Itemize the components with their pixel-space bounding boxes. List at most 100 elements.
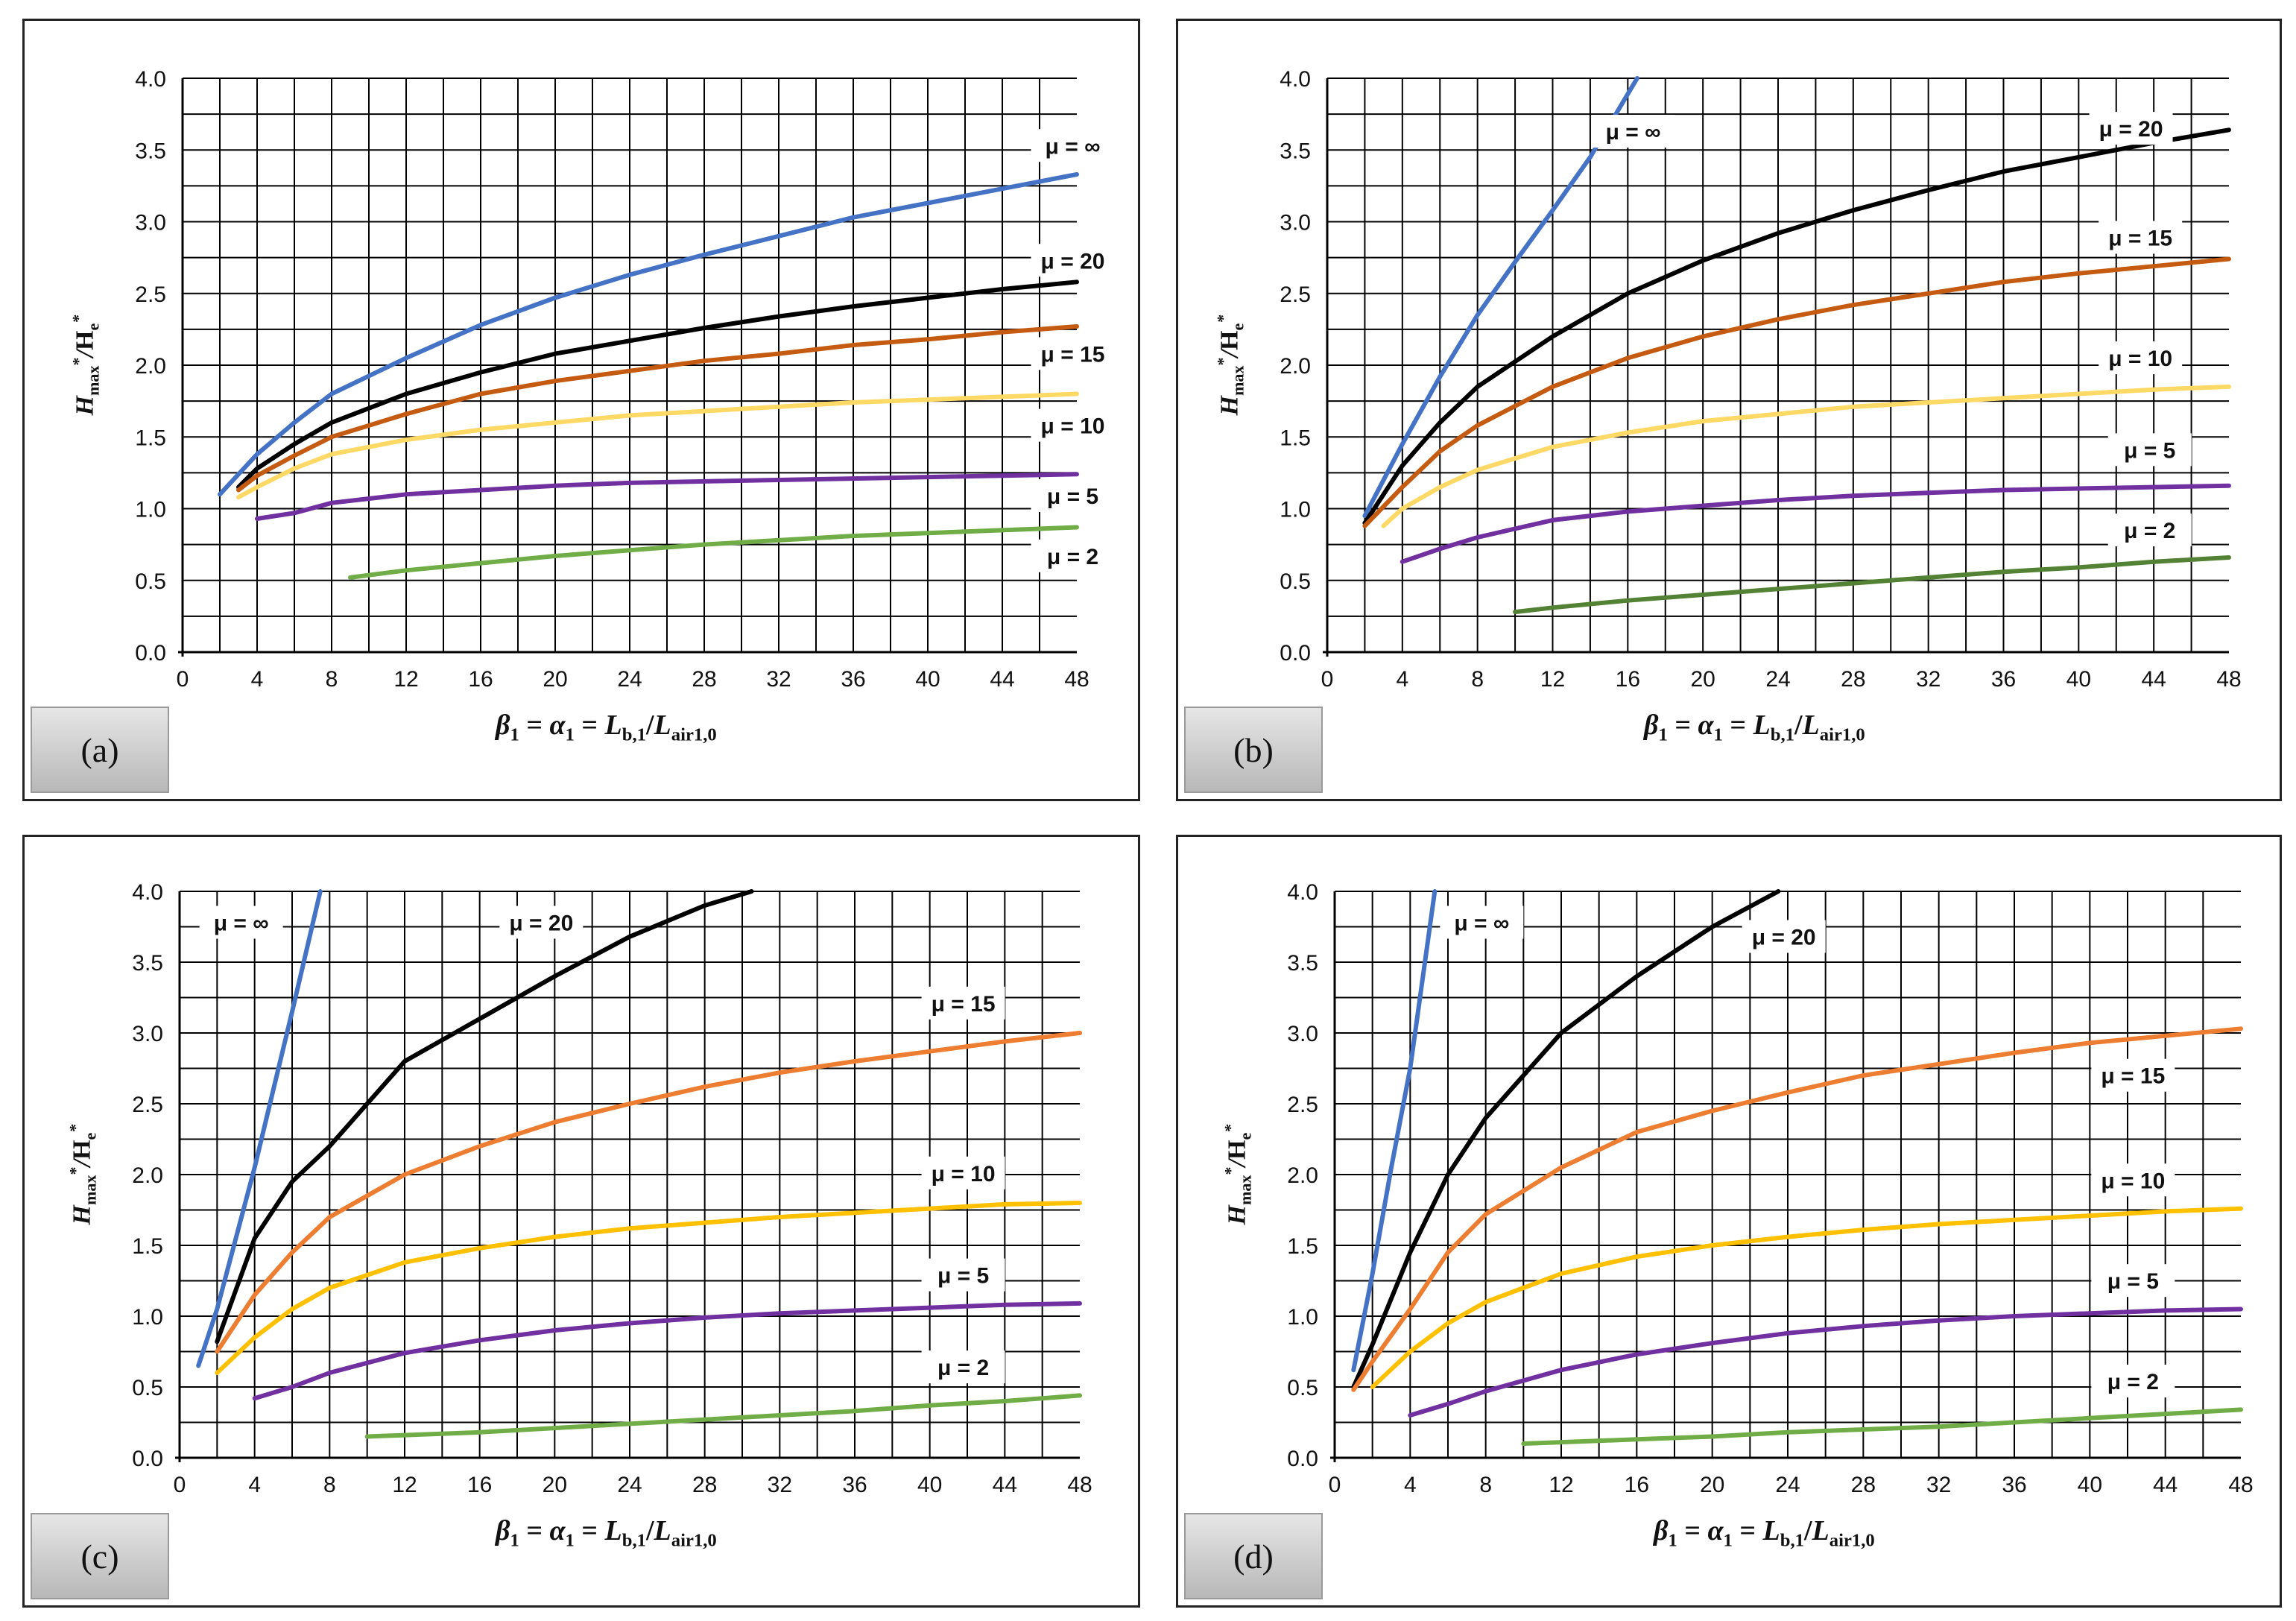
axis-caption-part: = (1722, 710, 1753, 741)
series-label: μ = ∞ (1454, 911, 1509, 936)
axis-caption-part: b,1 (1780, 1530, 1804, 1551)
x-tick-label: 48 (1067, 1473, 1092, 1497)
x-tick-label: 0 (174, 1473, 186, 1497)
series-line (1362, 127, 2231, 525)
series-line (1513, 555, 2231, 615)
series-label-backing (921, 986, 1005, 1020)
series-label-backing (921, 1258, 1005, 1292)
axis-caption-part: * (1212, 315, 1232, 323)
axis-caption-part: b,1 (1770, 724, 1794, 745)
series-line (1521, 1407, 2243, 1446)
series-line (236, 279, 1079, 490)
series-label: μ = 2 (2107, 1370, 2159, 1394)
axis-caption-part: 1 (1668, 1530, 1677, 1551)
series-line (1362, 76, 1639, 519)
series-line (1351, 889, 1781, 1389)
x-tick-label: 4 (251, 667, 264, 692)
x-tick-label: 32 (768, 1473, 792, 1497)
y-tick-label: 0.5 (1287, 1376, 1318, 1400)
x-tick-label: 16 (1616, 667, 1640, 692)
axis-caption-part: H (1223, 1204, 1251, 1225)
chart-svg: 0 4 8 12 16 20 24 28 32 36 40 44 480.00.51.01.52.02.… (135, 67, 1115, 692)
y-tick-label: 1.5 (135, 426, 166, 450)
x-tick-label: 4 (248, 1473, 261, 1497)
x-tick-label: 44 (990, 667, 1014, 692)
series-label: μ = 15 (2108, 226, 2172, 250)
x-tick-label: 48 (1064, 667, 1089, 692)
x-tick-label: 4 (1404, 1473, 1417, 1497)
axis-caption-part: H (1215, 395, 1244, 416)
axis-caption-part: e (1235, 1132, 1254, 1140)
series-label-backing (2099, 221, 2183, 254)
y-tick-label: 1.0 (135, 498, 166, 522)
axis-caption-part: H (71, 330, 99, 350)
axis-caption-part: α (1698, 710, 1714, 741)
axis-caption-part: / (1803, 1515, 1812, 1546)
axis-caption-part: air1,0 (1819, 724, 1865, 745)
axis-caption-part: L (654, 710, 671, 741)
axis-caption-part: / (1215, 350, 1244, 358)
x-tick-label: 32 (1916, 667, 1941, 692)
x-tick-label: 20 (1690, 667, 1715, 692)
y-axis-caption: Hmax*/He* (66, 1125, 100, 1225)
series-label: μ = 20 (2099, 117, 2163, 142)
x-tick-label: 28 (692, 1473, 717, 1497)
y-tick-label: 3.5 (1287, 951, 1318, 976)
series-label: μ = 5 (2107, 1269, 2159, 1294)
y-tick-label: 4.0 (132, 880, 163, 905)
series-line (215, 889, 754, 1344)
series-line (1351, 1026, 2243, 1392)
y-axis-caption: Hmax*/He* (1213, 315, 1247, 416)
panel-tag: (a) (31, 707, 169, 793)
axis-caption-part: 1 (510, 724, 519, 745)
series-line (1370, 1206, 2243, 1389)
axis-caption-part: * (68, 357, 87, 366)
x-tick-label: 16 (467, 1473, 492, 1497)
axis-caption-part: e (80, 1132, 99, 1140)
x-tick-label: 24 (617, 667, 642, 692)
x-tick-label: 40 (2078, 1473, 2102, 1497)
axis-caption-part: / (645, 710, 654, 741)
axis-caption-part: * (68, 315, 87, 323)
series-label-backing (2091, 1058, 2175, 1092)
panel-tag: (b) (1184, 707, 1323, 793)
y-axis-caption: Hmax*/He* (1221, 1125, 1255, 1225)
x-tick-label: 36 (1991, 667, 2016, 692)
x-tick-label: 12 (393, 667, 418, 692)
x-tick-label: 48 (2216, 667, 2241, 692)
series-line (215, 1031, 1082, 1354)
series-label: μ = 15 (932, 992, 996, 1017)
series-label-backing (921, 1350, 1005, 1384)
axis-caption-part: L (604, 1515, 622, 1546)
x-axis-caption: β1 = α1 = Lb,1/Lair1,0 (496, 1514, 717, 1552)
panel-tag: (c) (31, 1513, 169, 1599)
y-tick-label: 2.0 (1287, 1163, 1318, 1188)
axis-caption-part: L (1812, 1515, 1829, 1546)
series-line (252, 1301, 1082, 1401)
series-label: μ = 20 (1752, 926, 1816, 950)
x-tick-label: 44 (993, 1473, 1017, 1497)
y-tick-label: 1.5 (132, 1234, 163, 1259)
series-line (1351, 889, 1438, 1373)
y-tick-label: 3.0 (1280, 211, 1311, 236)
y-tick-label: 4.0 (1287, 880, 1318, 905)
x-tick-label: 32 (1926, 1473, 1951, 1497)
x-tick-label: 36 (841, 667, 865, 692)
y-tick-label: 0.0 (1287, 1447, 1318, 1471)
series-label: μ = ∞ (1606, 120, 1661, 145)
series-label: μ = 10 (2101, 1169, 2165, 1193)
axis-caption-part: = (1667, 710, 1698, 741)
axis-caption-part: 1 (1723, 1530, 1733, 1551)
y-tick-label: 0.5 (132, 1376, 163, 1400)
y-tick-label: 1.5 (1287, 1234, 1318, 1259)
series-label-backing (2091, 1264, 2175, 1298)
series-label-backing (499, 906, 584, 939)
x-tick-label: 12 (1540, 667, 1565, 692)
axis-caption-part: 1 (1658, 724, 1668, 745)
series-label-backing (2091, 1365, 2175, 1398)
axis-caption-part: α (1707, 1515, 1724, 1546)
series-label: μ = 2 (937, 1356, 989, 1380)
panel-b: 0 4 8 12 16 20 24 28 32 36 40 44 48 0.0 0.5 1.0 1.5 2.0 2.… (1176, 19, 2282, 801)
panel-tag: (d) (1184, 1513, 1323, 1599)
series-label: μ = 5 (1047, 484, 1098, 509)
